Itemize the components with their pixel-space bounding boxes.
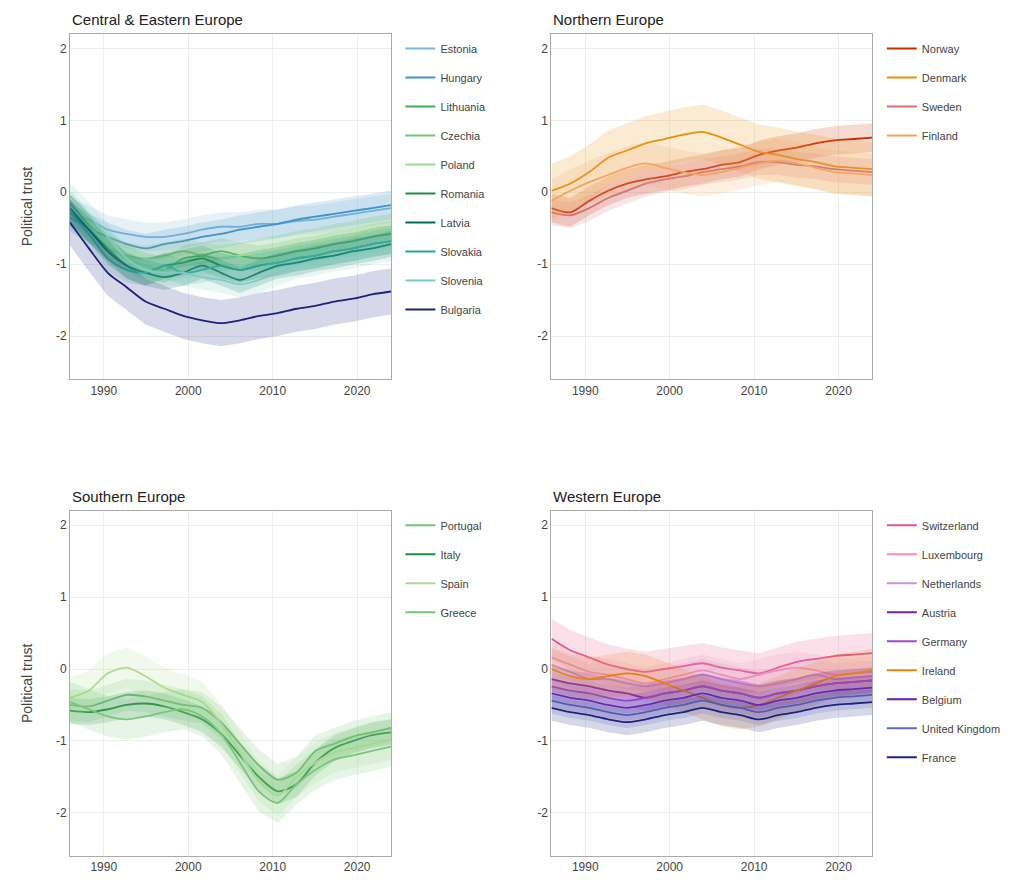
svg-text:2: 2 xyxy=(60,518,67,532)
svg-text:1: 1 xyxy=(541,114,548,128)
svg-text:2000: 2000 xyxy=(175,860,202,874)
svg-text:Greece: Greece xyxy=(440,607,476,619)
svg-text:Slovenia: Slovenia xyxy=(440,275,483,287)
svg-text:Spain: Spain xyxy=(440,578,468,590)
svg-text:0: 0 xyxy=(60,185,67,199)
svg-text:2020: 2020 xyxy=(344,384,371,398)
svg-text:1990: 1990 xyxy=(572,860,599,874)
svg-text:2: 2 xyxy=(541,42,548,56)
svg-text:Political trust: Political trust xyxy=(19,644,35,723)
svg-text:-2: -2 xyxy=(537,806,548,820)
svg-text:2: 2 xyxy=(60,42,67,56)
svg-text:-2: -2 xyxy=(56,329,67,343)
svg-text:Germany: Germany xyxy=(922,636,968,648)
svg-text:Italy: Italy xyxy=(440,549,461,561)
svg-text:0: 0 xyxy=(60,662,67,676)
svg-text:2010: 2010 xyxy=(741,384,768,398)
svg-text:Czechia: Czechia xyxy=(440,130,481,142)
svg-text:2000: 2000 xyxy=(656,384,683,398)
svg-text:1: 1 xyxy=(60,590,67,604)
svg-text:Portugal: Portugal xyxy=(440,520,481,532)
svg-text:Western Europe: Western Europe xyxy=(553,488,661,505)
svg-text:-2: -2 xyxy=(56,806,67,820)
svg-text:2: 2 xyxy=(541,518,548,532)
svg-text:1: 1 xyxy=(60,114,67,128)
svg-text:Southern Europe: Southern Europe xyxy=(72,488,185,505)
svg-text:Bulgaria: Bulgaria xyxy=(440,304,481,316)
svg-text:Estonia: Estonia xyxy=(440,43,478,55)
svg-text:1990: 1990 xyxy=(572,384,599,398)
svg-text:Belgium: Belgium xyxy=(922,694,962,706)
svg-text:2000: 2000 xyxy=(175,384,202,398)
svg-text:Norway: Norway xyxy=(922,43,960,55)
svg-text:Finland: Finland xyxy=(922,130,958,142)
svg-text:1990: 1990 xyxy=(90,384,117,398)
svg-text:2020: 2020 xyxy=(344,860,371,874)
svg-text:Luxembourg: Luxembourg xyxy=(922,549,983,561)
svg-text:1: 1 xyxy=(541,590,548,604)
svg-text:2020: 2020 xyxy=(825,860,852,874)
svg-text:Hungary: Hungary xyxy=(440,72,482,84)
svg-text:0: 0 xyxy=(541,662,548,676)
svg-text:-1: -1 xyxy=(537,734,548,748)
svg-text:Lithuania: Lithuania xyxy=(440,101,486,113)
svg-text:Sweden: Sweden xyxy=(922,101,962,113)
svg-text:2010: 2010 xyxy=(741,860,768,874)
svg-text:0: 0 xyxy=(541,185,548,199)
svg-text:2000: 2000 xyxy=(656,860,683,874)
svg-text:1990: 1990 xyxy=(90,860,117,874)
svg-text:Ireland: Ireland xyxy=(922,665,956,677)
svg-text:Latvia: Latvia xyxy=(440,217,470,229)
svg-text:United Kingdom: United Kingdom xyxy=(922,723,1000,735)
svg-text:-1: -1 xyxy=(56,734,67,748)
svg-text:2010: 2010 xyxy=(259,384,286,398)
svg-text:Netherlands: Netherlands xyxy=(922,578,982,590)
svg-text:Northern Europe: Northern Europe xyxy=(553,11,664,28)
svg-text:Austria: Austria xyxy=(922,607,957,619)
svg-text:2010: 2010 xyxy=(259,860,286,874)
svg-text:Slovakia: Slovakia xyxy=(440,246,482,258)
svg-text:Switzerland: Switzerland xyxy=(922,520,979,532)
svg-text:France: France xyxy=(922,752,956,764)
svg-text:Poland: Poland xyxy=(440,159,474,171)
svg-text:Political trust: Political trust xyxy=(19,167,35,246)
svg-text:-1: -1 xyxy=(56,257,67,271)
svg-text:2020: 2020 xyxy=(825,384,852,398)
svg-text:Denmark: Denmark xyxy=(922,72,967,84)
svg-text:-2: -2 xyxy=(537,329,548,343)
svg-text:Romania: Romania xyxy=(440,188,485,200)
svg-text:-1: -1 xyxy=(537,257,548,271)
svg-text:Central & Eastern Europe: Central & Eastern Europe xyxy=(72,11,243,28)
